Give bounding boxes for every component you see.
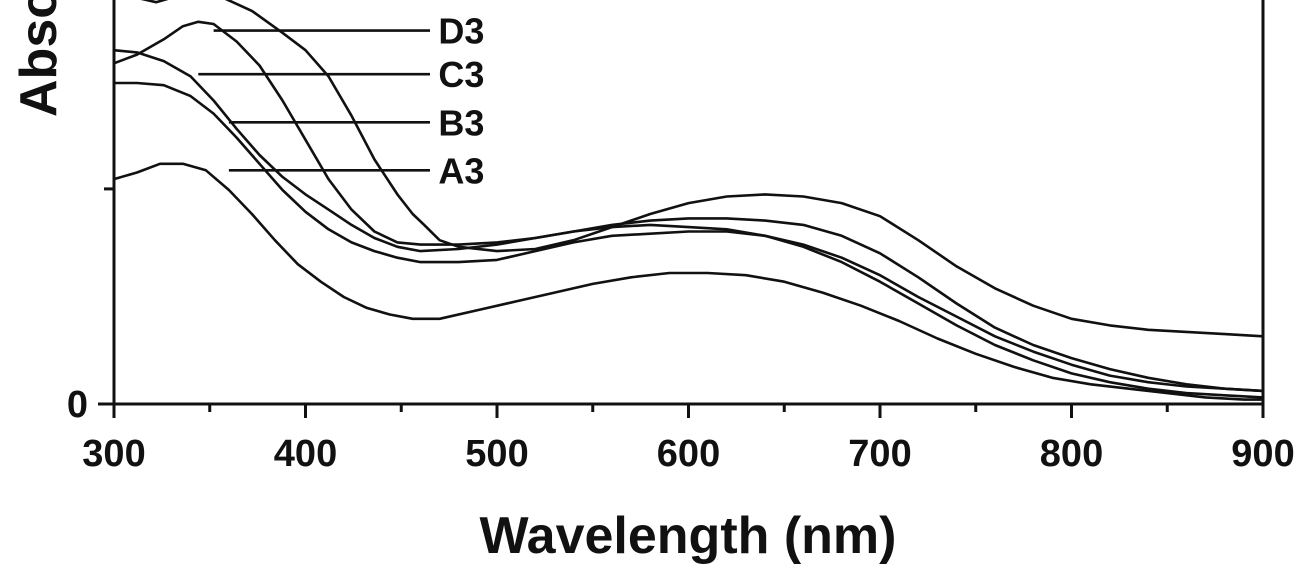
x-tick-label: 500: [465, 433, 528, 475]
series-label-b3: B3: [438, 102, 484, 143]
series-label-d3: D3: [438, 11, 484, 52]
series-lines: [113, 0, 1264, 401]
x-tick-label: 600: [657, 433, 720, 475]
ticks: 300 400 500 600 700 800 900 0: [67, 187, 1295, 475]
series-line-d3: [140, 0, 1264, 338]
x-axis-title: Wavelength (nm): [480, 507, 897, 565]
series-label-a3: A3: [438, 150, 484, 191]
x-tick-label: 700: [848, 433, 911, 475]
x-tick-label: 900: [1231, 433, 1294, 475]
series-label-c3: C3: [438, 54, 484, 95]
x-tick-label: 800: [1040, 433, 1103, 475]
series-line-c3: [113, 20, 1264, 393]
series-line-top-4: [114, 81, 1264, 399]
series-line-a3: [113, 162, 1263, 401]
y-axis-title: Abso: [10, 0, 68, 117]
x-tick-label: 300: [82, 433, 145, 475]
y-tick-label: 0: [67, 384, 88, 426]
label-leader-lines: [198, 29, 430, 172]
x-tick-label: 400: [274, 433, 337, 475]
series-line-b3: [113, 48, 1264, 393]
